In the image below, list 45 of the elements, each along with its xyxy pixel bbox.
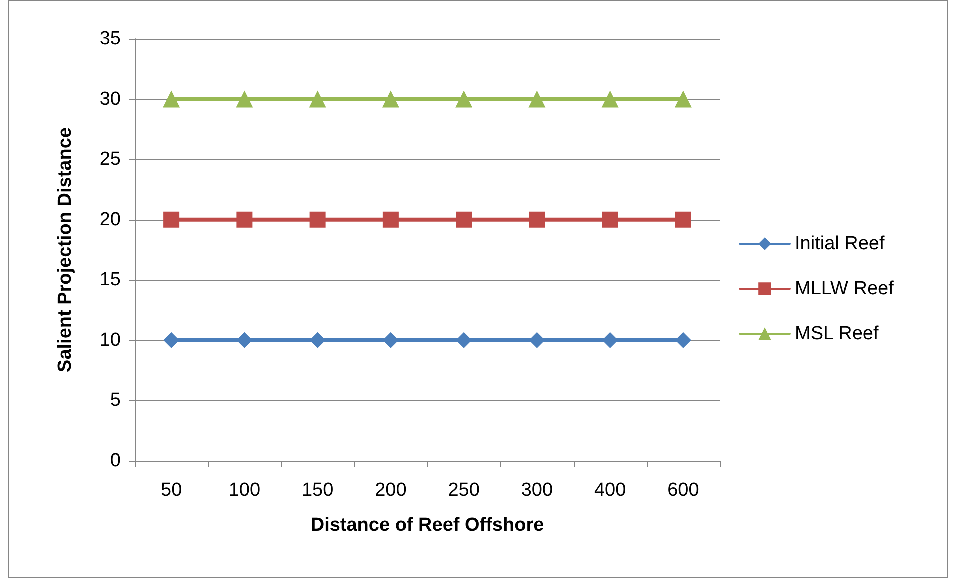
- point: [602, 212, 618, 228]
- y-tick-label: 15: [100, 270, 121, 291]
- y-tick-label: 5: [110, 390, 121, 412]
- point: [310, 332, 326, 348]
- point: [529, 212, 546, 228]
- point: [310, 212, 326, 228]
- point: [675, 332, 692, 348]
- point: [236, 90, 254, 108]
- point: [382, 332, 399, 348]
- x-tick-label: 400: [594, 480, 626, 501]
- point: [163, 90, 180, 108]
- y-tick-label: 35: [100, 28, 121, 50]
- point: [456, 212, 472, 228]
- point: [528, 90, 546, 108]
- x-tick-label: 100: [228, 480, 261, 501]
- x-tick-label: 600: [668, 480, 700, 501]
- x-tick-label: 250: [448, 480, 480, 501]
- x-axis-title: Distance of Reef Offshore: [310, 515, 544, 536]
- point: [674, 90, 692, 108]
- y-tick-label: 0: [110, 450, 121, 472]
- point: [675, 212, 692, 228]
- point: [236, 212, 253, 228]
- point: [382, 90, 400, 108]
- x-tick-label: 50: [160, 480, 182, 501]
- point: [602, 90, 619, 108]
- legend-label: MLLW Reef: [795, 278, 895, 300]
- point: [236, 332, 253, 348]
- x-tick-label: 300: [521, 480, 554, 501]
- x-tick-label: 200: [375, 480, 407, 501]
- y-tick-label: 30: [100, 88, 121, 110]
- point: [164, 332, 180, 348]
- legend-label: Initial Reef: [795, 234, 886, 254]
- point: [602, 332, 618, 348]
- point: [456, 90, 473, 108]
- y-axis-title: Salient Projection Distance: [55, 128, 76, 372]
- y-tick-label: 10: [100, 330, 121, 351]
- point: [529, 332, 546, 348]
- point: [309, 90, 326, 108]
- x-tick-label: 150: [302, 480, 334, 501]
- point: [382, 212, 399, 228]
- y-tick-label: 20: [100, 209, 121, 230]
- legend-label: MSL Reef: [795, 324, 880, 344]
- point: [456, 332, 472, 348]
- y-tick-label: 25: [100, 149, 121, 170]
- point: [164, 212, 180, 228]
